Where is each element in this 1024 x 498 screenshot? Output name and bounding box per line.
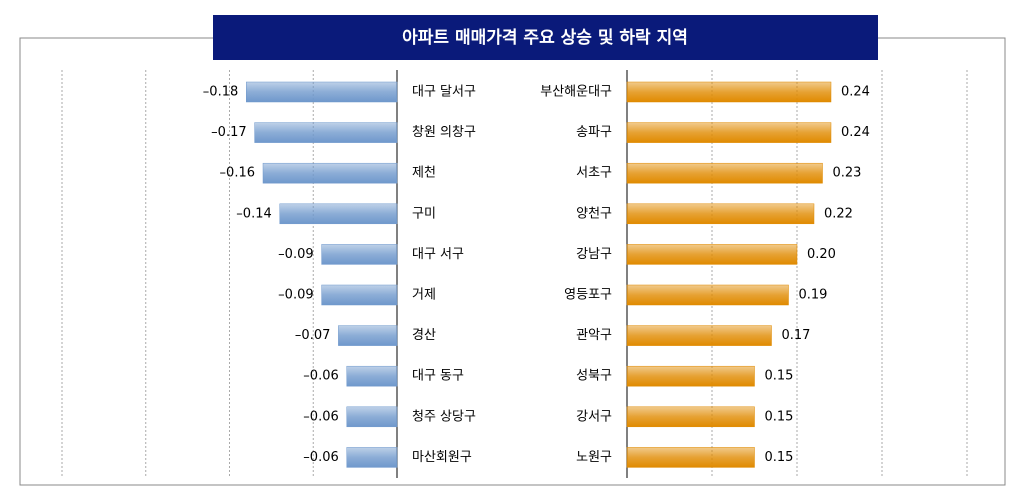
bar: [321, 284, 398, 306]
bar: [254, 122, 398, 143]
bar: [346, 447, 398, 468]
title-box: [213, 15, 878, 60]
bar: [626, 162, 823, 184]
value-label: 0.15: [765, 450, 794, 465]
category-label: 성북구: [576, 369, 612, 384]
bar: [626, 325, 772, 346]
bar: [262, 162, 398, 184]
bar: [626, 203, 815, 225]
category-label: 제천: [412, 166, 436, 181]
category-label: 거제: [412, 288, 436, 303]
category-label: 부산해운대구: [540, 85, 612, 100]
value-label: –0.17: [211, 125, 246, 140]
bar: [626, 406, 755, 428]
value-label: 0.15: [765, 369, 794, 384]
value-label: 0.19: [799, 288, 828, 303]
bar: [626, 447, 755, 468]
value-label: –0.18: [203, 85, 238, 100]
value-label: 0.24: [841, 85, 870, 100]
category-label: 구미: [412, 206, 436, 221]
chart-frame: [19, 37, 1006, 486]
category-label: 강남구: [576, 247, 612, 262]
value-label: –0.16: [220, 166, 255, 181]
bar: [626, 284, 789, 306]
value-label: 0.17: [782, 328, 811, 343]
value-label: –0.06: [303, 450, 338, 465]
category-label: 경산: [412, 328, 436, 343]
category-label: 노원구: [576, 450, 612, 465]
bar: [346, 365, 398, 387]
bar: [346, 406, 398, 428]
value-label: –0.06: [303, 409, 338, 424]
category-label: 대구 달서구: [412, 85, 476, 100]
category-label: 관악구: [576, 328, 612, 343]
value-label: 0.23: [833, 166, 862, 181]
value-label: –0.07: [295, 328, 330, 343]
category-label: 송파구: [576, 125, 612, 140]
value-label: 0.20: [807, 247, 836, 262]
bar: [626, 244, 798, 265]
category-label: 청주 상당구: [412, 409, 476, 424]
category-label: 영등포구: [564, 288, 612, 303]
category-label: 창원 의창구: [412, 125, 476, 140]
bar: [321, 244, 398, 265]
value-label: 0.15: [765, 409, 794, 424]
category-label: 마산회원구: [412, 450, 472, 465]
value-label: –0.06: [303, 369, 338, 384]
value-label: 0.22: [824, 206, 853, 221]
bar: [246, 81, 398, 103]
value-label: –0.09: [278, 288, 313, 303]
category-label: 대구 서구: [412, 247, 464, 262]
value-label: 0.24: [841, 125, 870, 140]
value-label: –0.14: [236, 206, 271, 221]
chart-title: 아파트 매매가격 주요 상승 및 하락 지역: [402, 28, 688, 48]
bar: [626, 122, 832, 143]
category-label: 대구 동구: [412, 369, 464, 384]
bar: [279, 203, 398, 225]
value-label: –0.09: [278, 247, 313, 262]
bar: [626, 365, 755, 387]
bar: [626, 81, 832, 103]
category-label: 강서구: [576, 409, 612, 424]
category-label: 양천구: [576, 206, 612, 221]
bar: [338, 325, 398, 346]
category-label: 서초구: [576, 166, 612, 181]
